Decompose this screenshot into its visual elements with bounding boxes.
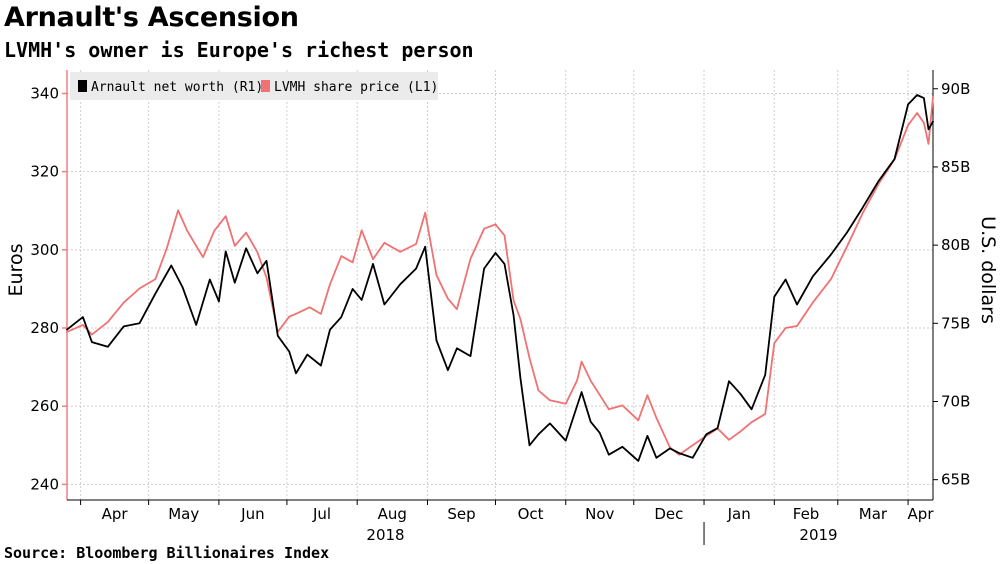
x-tick-label: Feb	[793, 505, 820, 523]
legend-swatch-net-worth	[78, 80, 87, 92]
x-tick-label: Sep	[447, 505, 475, 523]
right-axis-ticks: 65B 70B 75B 80B 85B 90B	[933, 80, 970, 489]
x-tick-label: Apr	[102, 505, 129, 523]
right-tick-label: 80B	[941, 236, 970, 254]
year-label: 2019	[799, 526, 837, 544]
chart-legend: Arnault net worth (R1) LVMH share price …	[70, 72, 438, 100]
x-tick-label: Dec	[654, 505, 683, 523]
series-line-net-worth	[66, 94, 934, 462]
x-axis-ticks: Apr May Jun Jul Aug Sep Oct Nov Dec Jan Feb Mar Apr 2…	[80, 500, 935, 545]
chart-title: Arnault's Ascension	[4, 2, 299, 33]
legend-label-net-worth: Arnault net worth (R1)	[91, 80, 263, 95]
source-note: Source: Bloomberg Billionaires Index	[4, 544, 330, 562]
x-tick-label: May	[168, 505, 199, 523]
legend-label-share-price: LVMH share price (L1)	[274, 80, 438, 95]
x-tick-label: Apr	[908, 505, 935, 523]
right-tick-label: 65B	[941, 471, 970, 489]
gridlines	[67, 70, 933, 500]
right-tick-label: 90B	[941, 80, 970, 98]
chart-axes	[66, 70, 934, 501]
x-tick-label: Mar	[859, 505, 888, 523]
left-tick-label: 260	[30, 397, 59, 415]
x-tick-label: Oct	[518, 505, 544, 523]
left-tick-label: 280	[30, 319, 59, 337]
left-axis-ticks: 240 260 280 300 320 340	[30, 84, 67, 493]
left-tick-label: 340	[30, 84, 59, 102]
legend-background	[70, 72, 438, 100]
x-tick-label: Jul	[312, 505, 331, 523]
chart-subtitle: LVMH's owner is Europe's richest person	[4, 38, 474, 62]
left-axis-label: Euros	[5, 244, 27, 297]
series-line-share-price	[66, 96, 934, 456]
x-tick-label: Nov	[585, 505, 614, 523]
right-tick-label: 70B	[941, 392, 970, 410]
x-tick-label: Jan	[727, 505, 751, 523]
right-tick-label: 75B	[941, 314, 970, 332]
right-axis-label: U.S. dollars	[977, 216, 999, 324]
right-tick-label: 85B	[941, 158, 970, 176]
x-tick-label: Jun	[240, 505, 264, 523]
legend-swatch-share-price	[261, 80, 270, 92]
x-tick-label: Aug	[378, 505, 407, 523]
left-tick-label: 240	[30, 475, 59, 493]
series-layer	[66, 94, 934, 462]
left-tick-label: 320	[30, 163, 59, 181]
year-label: 2018	[366, 526, 404, 544]
left-tick-label: 300	[30, 241, 59, 259]
